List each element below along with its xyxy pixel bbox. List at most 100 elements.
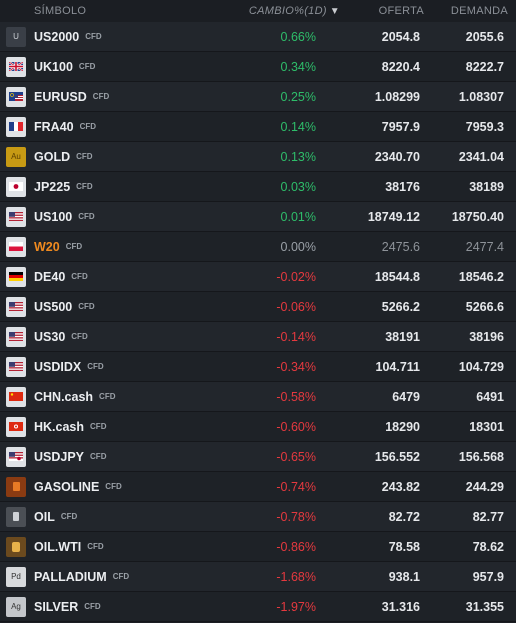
bid-price[interactable]: 18290 <box>385 419 420 434</box>
table-row[interactable]: Ag SILVER CFD -1.97% 31.316 31.355 <box>0 592 516 622</box>
bid-price[interactable]: 78.58 <box>388 539 420 554</box>
bid-price[interactable]: 38191 <box>385 329 420 344</box>
symbol-name[interactable]: W20 <box>34 239 60 254</box>
symbol-name[interactable]: GASOLINE <box>34 479 100 494</box>
symbol-cell: W20 CFD <box>0 236 182 257</box>
table-row[interactable]: UK100 CFD 0.34% 8220.4 8222.7 <box>0 52 516 82</box>
symbol-name[interactable]: OIL <box>34 509 55 524</box>
ask-price[interactable]: 156.568 <box>458 449 504 464</box>
bid-price[interactable]: 104.711 <box>375 359 421 374</box>
symbol-cell: USDJPY CFD <box>0 446 182 467</box>
symbol-name[interactable]: PALLADIUM <box>34 569 107 584</box>
table-row[interactable]: EURUSD CFD 0.25% 1.08299 1.08307 <box>0 82 516 112</box>
symbol-name[interactable]: DE40 <box>34 269 66 284</box>
symbol-name[interactable]: US500 <box>34 299 73 314</box>
cfd-badge: CFD <box>65 242 83 251</box>
table-row[interactable]: GASOLINE CFD -0.74% 243.82 244.29 <box>0 472 516 502</box>
cfd-badge: CFD <box>76 182 93 191</box>
symbol-name[interactable]: HK.cash <box>34 419 85 434</box>
ask-price[interactable]: 8222.7 <box>465 59 504 74</box>
ask-price[interactable]: 78.62 <box>472 539 504 554</box>
ask-price[interactable]: 6491 <box>476 389 504 404</box>
table-row[interactable]: HK.cash CFD -0.60% 18290 18301 <box>0 412 516 442</box>
uk-flag-icon <box>6 56 26 77</box>
bid-price[interactable]: 1.08299 <box>374 89 420 104</box>
symbol-name[interactable]: CHN.cash <box>34 389 94 404</box>
column-header-bid[interactable]: OFERTA <box>378 5 424 17</box>
table-row[interactable]: Au GOLD CFD 0.13% 2340.70 2341.04 <box>0 142 516 172</box>
ask-price[interactable]: 82.77 <box>472 509 504 524</box>
cfd-badge: CFD <box>84 602 101 611</box>
ask-price[interactable]: 5266.6 <box>465 299 504 314</box>
symbol-name[interactable]: EURUSD <box>34 89 87 104</box>
ask-price[interactable]: 2341.04 <box>458 149 504 164</box>
bid-price[interactable]: 18544.8 <box>374 269 420 284</box>
cfd-badge: CFD <box>76 152 93 161</box>
ask-price[interactable]: 2055.6 <box>465 29 504 44</box>
eu-us-flag-icon <box>6 86 26 107</box>
cfd-badge: CFD <box>90 452 107 461</box>
table-row[interactable]: DE40 CFD -0.02% 18544.8 18546.2 <box>0 262 516 292</box>
column-header-ask[interactable]: DEMANDA <box>450 5 508 17</box>
table-row[interactable]: JP225 CFD 0.03% 38176 38189 <box>0 172 516 202</box>
column-header-symbol[interactable]: SÍMBOLO <box>34 5 87 17</box>
table-row[interactable]: US30 CFD -0.14% 38191 38196 <box>0 322 516 352</box>
table-row[interactable]: USDJPY CFD -0.65% 156.552 156.568 <box>0 442 516 472</box>
table-row[interactable]: US500 CFD -0.06% 5266.2 5266.6 <box>0 292 516 322</box>
change-percent: -0.78% <box>276 509 316 524</box>
bid-price[interactable]: 2475.6 <box>381 239 420 254</box>
ask-price[interactable]: 104.729 <box>458 359 504 374</box>
table-row[interactable]: FRA40 CFD 0.14% 7957.9 7959.3 <box>0 112 516 142</box>
ask-price[interactable]: 18301 <box>469 419 504 434</box>
ask-price[interactable]: 7959.3 <box>465 119 504 134</box>
ask-price[interactable]: 18750.40 <box>451 209 504 224</box>
cfd-badge: CFD <box>71 332 88 341</box>
symbol-name[interactable]: USDJPY <box>34 449 85 464</box>
cfd-badge: CFD <box>79 122 97 131</box>
ask-price[interactable]: 38189 <box>469 179 504 194</box>
ask-price[interactable]: 31.355 <box>465 599 504 614</box>
bid-price[interactable]: 243.82 <box>381 479 420 494</box>
bid-price[interactable]: 938.1 <box>388 569 420 584</box>
symbol-name[interactable]: OIL.WTI <box>34 539 82 554</box>
bid-price[interactable]: 5266.2 <box>381 299 420 314</box>
bid-price[interactable]: 38176 <box>385 179 420 194</box>
cfd-badge: CFD <box>60 512 78 521</box>
symbol-name[interactable]: GOLD <box>34 149 71 164</box>
bid-price[interactable]: 7957.9 <box>381 119 420 134</box>
table-row[interactable]: Pd PALLADIUM CFD -1.68% 938.1 957.9 <box>0 562 516 592</box>
bid-price[interactable]: 156.552 <box>374 449 420 464</box>
bid-price[interactable]: 6479 <box>392 389 420 404</box>
bid-price[interactable]: 31.316 <box>381 599 420 614</box>
symbol-name[interactable]: JP225 <box>34 179 71 194</box>
ask-price[interactable]: 2477.4 <box>465 239 504 254</box>
bid-price[interactable]: 82.72 <box>388 509 420 524</box>
symbol-name[interactable]: SILVER <box>34 599 79 614</box>
change-percent: 0.14% <box>280 119 316 134</box>
symbol-name[interactable]: UK100 <box>34 59 73 74</box>
table-row[interactable]: W20 CFD 0.00% 2475.6 2477.4 <box>0 232 516 262</box>
bid-price[interactable]: 18749.12 <box>367 209 420 224</box>
bid-price[interactable]: 2340.70 <box>374 149 420 164</box>
table-row[interactable]: OIL CFD -0.78% 82.72 82.77 <box>0 502 516 532</box>
table-row[interactable]: CHN.cash CFD -0.58% 6479 6491 <box>0 382 516 412</box>
ask-price[interactable]: 244.29 <box>465 479 504 494</box>
bid-price[interactable]: 8220.4 <box>381 59 420 74</box>
symbol-name[interactable]: US100 <box>34 209 73 224</box>
ask-price[interactable]: 1.08307 <box>458 89 504 104</box>
ask-price[interactable]: 957.9 <box>472 569 504 584</box>
symbol-name[interactable]: US30 <box>34 329 66 344</box>
ask-price[interactable]: 18546.2 <box>458 269 504 284</box>
column-header-change[interactable]: CAMBIO%(1D) ▼ <box>222 5 350 17</box>
symbol-name[interactable]: USDIDX <box>34 359 82 374</box>
bid-price[interactable]: 2054.8 <box>381 29 420 44</box>
table-row[interactable]: U US2000 CFD 0.66% 2054.8 2055.6 <box>0 22 516 52</box>
us-japan-flag-icon <box>6 446 26 467</box>
table-row[interactable]: OIL.WTI CFD -0.86% 78.58 78.62 <box>0 532 516 562</box>
symbol-name[interactable]: FRA40 <box>34 119 74 134</box>
oil-wti-icon <box>6 536 26 557</box>
symbol-name[interactable]: US2000 <box>34 29 80 44</box>
ask-price[interactable]: 38196 <box>469 329 504 344</box>
table-row[interactable]: USDIDX CFD -0.34% 104.711 104.729 <box>0 352 516 382</box>
table-row[interactable]: US100 CFD 0.01% 18749.12 18750.40 <box>0 202 516 232</box>
